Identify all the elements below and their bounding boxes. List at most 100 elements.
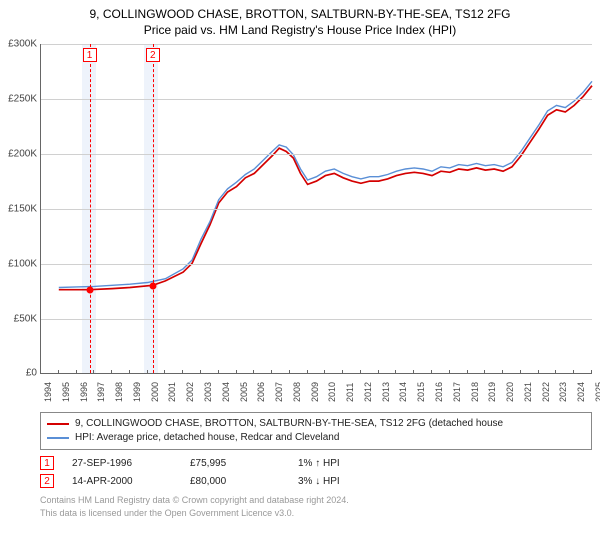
x-tick-label: 2018 <box>470 382 472 402</box>
x-tick-label: 2005 <box>239 382 241 402</box>
x-tick <box>342 370 343 374</box>
x-tick-label: 2024 <box>576 382 578 402</box>
footer-line1: Contains HM Land Registry data © Crown c… <box>40 494 592 506</box>
marker-line <box>153 44 154 373</box>
x-tick-label: 2022 <box>541 382 543 402</box>
x-tick <box>307 370 308 374</box>
transactions-table: 1 27-SEP-1996 £75,995 1% ↑ HPI 2 14-APR-… <box>40 456 592 488</box>
y-tick-label: £250K <box>3 94 37 105</box>
x-tick-label: 2007 <box>274 382 276 402</box>
x-tick <box>502 370 503 374</box>
transaction-row: 1 27-SEP-1996 £75,995 1% ↑ HPI <box>40 456 592 470</box>
x-axis-labels: 1994 1995 1996 1997 1998 1999 2000 2001 2002 2003… <box>40 374 592 404</box>
chart-plot: £0£50K£100K£150K£200K£250K£300K12 199419… <box>40 44 592 404</box>
x-tick <box>289 370 290 374</box>
transaction-row: 2 14-APR-2000 £80,000 3% ↓ HPI <box>40 474 592 488</box>
marker-badge: 1 <box>40 456 54 470</box>
x-tick-label: 2006 <box>256 382 258 402</box>
title-line2: Price paid vs. HM Land Registry's House … <box>0 22 600 38</box>
x-tick-label: 2016 <box>434 382 436 402</box>
y-tick-label: £300K <box>3 39 37 50</box>
gridline <box>41 264 592 265</box>
x-tick-label: 2003 <box>203 382 205 402</box>
x-tick-label: 1999 <box>132 382 134 402</box>
x-tick <box>395 370 396 374</box>
x-tick <box>449 370 450 374</box>
gridline <box>41 44 592 45</box>
x-tick-label: 1998 <box>114 382 116 402</box>
gridline <box>41 319 592 320</box>
y-tick-label: £150K <box>3 203 37 214</box>
x-tick-label: 1994 <box>43 382 45 402</box>
x-tick <box>218 370 219 374</box>
x-tick <box>164 370 165 374</box>
x-tick <box>431 370 432 374</box>
legend-label: HPI: Average price, detached house, Redc… <box>75 431 339 445</box>
x-tick-label: 2015 <box>416 382 418 402</box>
x-tick <box>555 370 556 374</box>
transaction-date: 27-SEP-1996 <box>72 458 172 469</box>
y-tick-label: £200K <box>3 149 37 160</box>
x-tick <box>378 370 379 374</box>
x-tick-label: 2008 <box>292 382 294 402</box>
x-tick <box>467 370 468 374</box>
x-tick <box>76 370 77 374</box>
marker-label-box: 1 <box>83 48 97 62</box>
x-tick-label: 2023 <box>558 382 560 402</box>
x-tick <box>58 370 59 374</box>
footer-attribution: Contains HM Land Registry data © Crown c… <box>40 494 592 518</box>
x-tick <box>182 370 183 374</box>
chart-container: 9, COLLINGWOOD CHASE, BROTTON, SALTBURN-… <box>0 0 600 560</box>
marker-dot <box>86 287 93 294</box>
transaction-diff: 3% ↓ HPI <box>298 476 340 487</box>
marker-line <box>90 44 91 373</box>
x-tick-label: 2010 <box>327 382 329 402</box>
y-tick-label: £100K <box>3 258 37 269</box>
y-tick-label: £0 <box>3 368 37 379</box>
x-tick-label: 2000 <box>150 382 152 402</box>
legend-box: 9, COLLINGWOOD CHASE, BROTTON, SALTBURN-… <box>40 412 592 450</box>
series-property <box>59 86 592 290</box>
x-tick <box>413 370 414 374</box>
x-tick <box>93 370 94 374</box>
y-tick-label: £50K <box>3 313 37 324</box>
x-tick <box>40 370 41 374</box>
x-tick-label: 2019 <box>487 382 489 402</box>
gridline <box>41 99 592 100</box>
x-tick <box>360 370 361 374</box>
x-tick <box>484 370 485 374</box>
footer-line2: This data is licensed under the Open Gov… <box>40 507 592 519</box>
marker-badge: 2 <box>40 474 54 488</box>
x-tick-label: 2025 <box>594 382 596 402</box>
x-tick <box>147 370 148 374</box>
x-tick-label: 2020 <box>505 382 507 402</box>
x-tick <box>236 370 237 374</box>
x-tick-label: 2013 <box>381 382 383 402</box>
x-tick-label: 2002 <box>185 382 187 402</box>
plot-area: £0£50K£100K£150K£200K£250K£300K12 <box>40 44 592 374</box>
transaction-date: 14-APR-2000 <box>72 476 172 487</box>
x-tick <box>520 370 521 374</box>
marker-dot <box>149 282 156 289</box>
x-tick-label: 2012 <box>363 382 365 402</box>
marker-label-box: 2 <box>146 48 160 62</box>
legend-item: HPI: Average price, detached house, Redc… <box>47 431 585 445</box>
legend-swatch <box>47 437 69 439</box>
x-tick <box>111 370 112 374</box>
x-tick-label: 1996 <box>79 382 81 402</box>
gridline <box>41 209 592 210</box>
x-tick-label: 1995 <box>61 382 63 402</box>
x-tick-label: 2017 <box>452 382 454 402</box>
x-tick-label: 2001 <box>167 382 169 402</box>
x-tick-label: 1997 <box>96 382 98 402</box>
legend-label: 9, COLLINGWOOD CHASE, BROTTON, SALTBURN-… <box>75 417 503 431</box>
x-tick <box>573 370 574 374</box>
x-tick <box>538 370 539 374</box>
chart-title: 9, COLLINGWOOD CHASE, BROTTON, SALTBURN-… <box>0 0 600 38</box>
transaction-price: £75,995 <box>190 458 280 469</box>
transaction-price: £80,000 <box>190 476 280 487</box>
x-tick-label: 2009 <box>310 382 312 402</box>
x-tick <box>200 370 201 374</box>
x-tick-label: 2021 <box>523 382 525 402</box>
transaction-diff: 1% ↑ HPI <box>298 458 340 469</box>
